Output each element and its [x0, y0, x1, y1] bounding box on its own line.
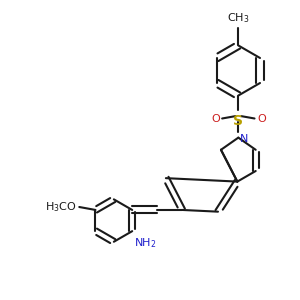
- Text: S: S: [233, 114, 243, 128]
- Text: H$_3$CO: H$_3$CO: [45, 201, 76, 214]
- Text: O: O: [211, 114, 220, 124]
- Text: CH$_3$: CH$_3$: [227, 11, 250, 25]
- Text: N: N: [240, 134, 248, 144]
- Text: NH$_2$: NH$_2$: [134, 236, 156, 250]
- Text: O: O: [257, 114, 266, 124]
